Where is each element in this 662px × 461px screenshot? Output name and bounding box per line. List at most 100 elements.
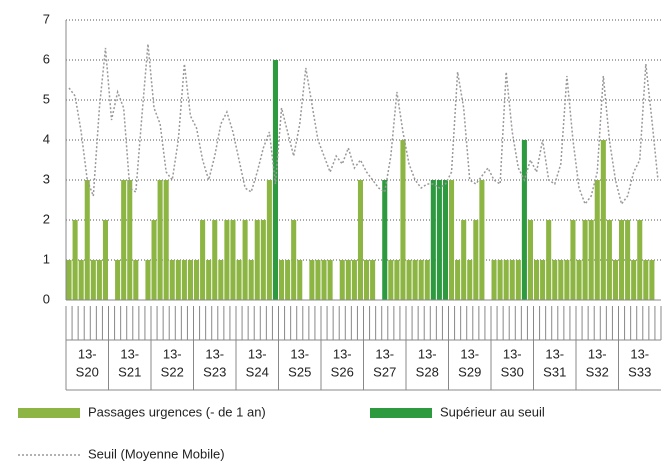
bar	[600, 140, 606, 300]
bar	[181, 260, 187, 300]
bar	[309, 260, 315, 300]
y-tick-label: 7	[43, 11, 50, 26]
bar	[606, 220, 612, 300]
x-tick-label: 13-	[205, 346, 224, 361]
x-tick-label: S28	[416, 364, 439, 379]
bar	[540, 260, 546, 300]
bar	[430, 180, 436, 300]
bar	[509, 260, 515, 300]
x-tick-label: 13-	[375, 346, 394, 361]
bar	[339, 260, 345, 300]
bar	[285, 260, 291, 300]
y-tick-label: 4	[43, 131, 50, 146]
legend-label: Seuil (Moyenne Mobile)	[88, 446, 225, 461]
bar	[115, 260, 121, 300]
x-tick-label: 13-	[503, 346, 522, 361]
bar	[436, 180, 442, 300]
x-tick-label: S33	[628, 364, 651, 379]
x-tick-label: S27	[373, 364, 396, 379]
bar	[66, 260, 72, 300]
y-tick-label: 5	[43, 91, 50, 106]
bar	[515, 260, 521, 300]
x-tick-label: 13-	[120, 346, 139, 361]
bar	[260, 220, 266, 300]
x-tick-label: 13-	[418, 346, 437, 361]
x-tick-label: S24	[246, 364, 269, 379]
x-tick-label: 13-	[630, 346, 649, 361]
bar	[345, 260, 351, 300]
bar	[631, 260, 637, 300]
legend-swatch	[370, 408, 432, 418]
bar	[637, 220, 643, 300]
bar	[394, 260, 400, 300]
bar	[564, 260, 570, 300]
bar	[370, 260, 376, 300]
y-tick-label: 0	[43, 291, 50, 306]
legend-label: Passages urgences (- de 1 an)	[88, 404, 266, 419]
bar	[418, 260, 424, 300]
bar	[546, 220, 552, 300]
legend-swatch	[18, 408, 80, 418]
bar	[527, 220, 533, 300]
x-tick-label: S31	[543, 364, 566, 379]
x-tick-label: 13-	[78, 346, 97, 361]
bar	[382, 180, 388, 300]
bar	[625, 220, 631, 300]
bar	[279, 260, 285, 300]
bar	[582, 220, 588, 300]
bar	[357, 180, 363, 300]
x-tick-label: S30	[501, 364, 524, 379]
bar	[406, 260, 412, 300]
x-tick-label: S29	[458, 364, 481, 379]
bar	[151, 220, 157, 300]
bar	[121, 180, 127, 300]
bar	[102, 220, 108, 300]
bar	[78, 260, 84, 300]
bar	[157, 180, 163, 300]
y-tick-label: 2	[43, 211, 50, 226]
x-tick-label: S32	[586, 364, 609, 379]
bar	[175, 260, 181, 300]
bar	[473, 220, 479, 300]
bar	[145, 260, 151, 300]
bar	[534, 260, 540, 300]
bar	[321, 260, 327, 300]
x-tick-label: 13-	[545, 346, 564, 361]
bar	[594, 180, 600, 300]
y-tick-label: 1	[43, 251, 50, 266]
x-tick-label: S21	[118, 364, 141, 379]
x-tick-label: 13-	[290, 346, 309, 361]
bar	[612, 260, 618, 300]
bar	[169, 260, 175, 300]
bar	[212, 220, 218, 300]
bar	[461, 220, 467, 300]
bar	[479, 180, 485, 300]
bar	[291, 220, 297, 300]
bar	[400, 140, 406, 300]
x-tick-label: S20	[76, 364, 99, 379]
x-tick-label: 13-	[460, 346, 479, 361]
bar	[133, 260, 139, 300]
bar	[327, 260, 333, 300]
bar	[315, 260, 321, 300]
bar	[388, 260, 394, 300]
bar	[242, 220, 248, 300]
bar	[72, 220, 78, 300]
bar	[236, 260, 242, 300]
bar	[558, 260, 564, 300]
bar	[588, 220, 594, 300]
bar	[497, 260, 503, 300]
bar	[503, 260, 509, 300]
bar	[127, 180, 133, 300]
bar	[266, 180, 272, 300]
bar	[449, 180, 455, 300]
bar	[218, 260, 224, 300]
y-tick-label: 6	[43, 51, 50, 66]
bar	[90, 260, 96, 300]
x-tick-label: S25	[288, 364, 311, 379]
bar	[163, 180, 169, 300]
bar	[619, 220, 625, 300]
bar	[200, 220, 206, 300]
x-tick-label: 13-	[333, 346, 352, 361]
